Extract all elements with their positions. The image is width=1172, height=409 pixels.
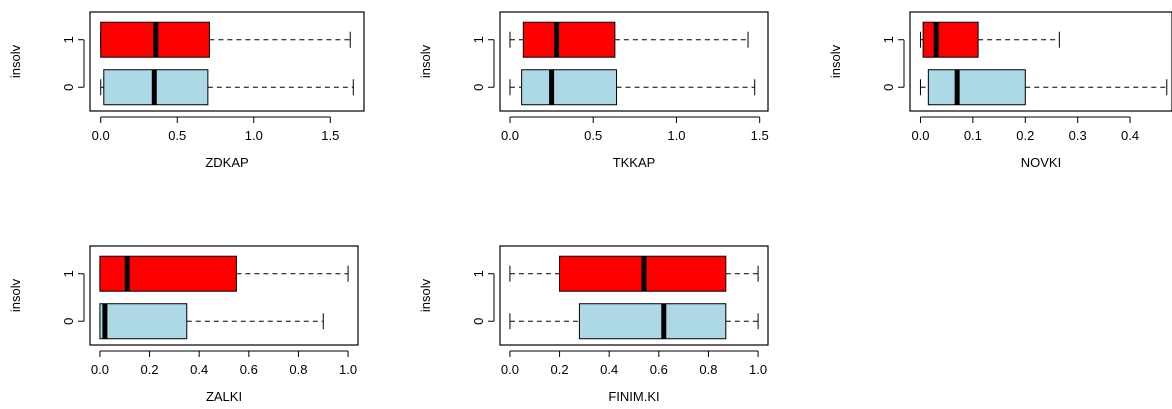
x-axis-title: ZDKAP [205,155,248,170]
box-group-1 [509,255,759,292]
chart-panel-tkkap: 0.0 0.5 1.0 1.5 0 1 TKKAP insolv [418,11,769,170]
y-tick-label: 1 [471,36,486,43]
chart-panel-finim.ki: 0.0 0.2 0.4 0.6 0.8 1.0 0 1 FINIM.KI insolv [418,245,769,404]
x-tick-label: 0.5 [168,128,186,143]
x-tick-label: 0.0 [92,128,110,143]
x-tick-label: 0.5 [584,128,602,143]
x-tick-label: 0.0 [501,362,519,377]
y-axis-title: insolv [418,44,433,78]
x-tick-label: 1.0 [339,362,357,377]
x-tick-label: 0.8 [289,362,307,377]
plot-frame [499,245,769,346]
box-group-1 [919,21,1060,58]
iqr-box [922,21,979,58]
x-tick-label: 1.5 [751,128,769,143]
x-tick-label: 0.4 [190,362,208,377]
x-tick-label: 0.6 [240,362,258,377]
x-tick-label: 0.3 [1069,128,1087,143]
box-group-0 [99,303,324,340]
y-tick-label: 1 [61,270,76,277]
x-tick-label: 0.2 [141,362,159,377]
box-group-0 [100,69,354,106]
x-tick-label: 0.4 [600,362,618,377]
x-tick-label: 0.2 [1016,128,1034,143]
iqr-box [521,69,618,106]
iqr-box [99,303,188,340]
x-tick-label: 0.8 [699,362,717,377]
x-tick-label: 0.0 [911,128,929,143]
y-axis-title: insolv [828,44,843,78]
y-tick-label: 1 [471,270,486,277]
x-tick-label: 0.0 [501,128,519,143]
chart-panel-zdkap: 0.0 0.5 1.0 1.5 0 1 ZDKAP insolv [8,11,365,170]
y-tick-label: 1 [61,36,76,43]
box-group-1 [99,255,349,292]
x-tick-label: 0.1 [964,128,982,143]
y-tick-label: 0 [61,84,76,91]
y-tick-label: 1 [881,36,896,43]
plot-frame [89,245,359,346]
x-axis-title: ZALKI [206,389,242,404]
box-group-0 [509,303,759,340]
x-tick-label: 0.4 [1121,128,1139,143]
x-tick-label: 1.0 [667,128,685,143]
iqr-box [927,69,1026,106]
x-tick-label: 1.0 [749,362,767,377]
iqr-box [522,21,616,58]
y-tick-label: 0 [471,84,486,91]
y-tick-label: 0 [471,318,486,325]
box-group-1 [509,21,749,58]
box-group-0 [509,69,756,106]
y-tick-label: 0 [881,84,896,91]
chart-panel-novki: 0.0 0.1 0.2 0.3 0.4 0 1 NOVKI insolv [828,11,1172,170]
plot-frame [909,11,1172,112]
x-axis-title: NOVKI [1021,155,1061,170]
y-axis-title: insolv [8,278,23,312]
box-group-1 [100,21,351,58]
y-axis-title: insolv [8,44,23,78]
chart-panel-zalki: 0.0 0.2 0.4 0.6 0.8 1.0 0 1 ZALKI insolv [8,245,359,404]
x-tick-label: 0.0 [91,362,109,377]
x-tick-label: 0.2 [551,362,569,377]
plot-frame [89,11,365,112]
x-tick-label: 1.0 [245,128,263,143]
y-tick-label: 0 [61,318,76,325]
x-tick-label: 1.5 [321,128,339,143]
x-axis-title: TKKAP [613,155,656,170]
y-axis-title: insolv [418,278,433,312]
box-group-0 [919,69,1168,106]
iqr-box [578,303,727,340]
x-axis-title: FINIM.KI [608,389,659,404]
plot-frame [499,11,769,112]
x-tick-label: 0.6 [650,362,668,377]
iqr-box [99,255,237,292]
